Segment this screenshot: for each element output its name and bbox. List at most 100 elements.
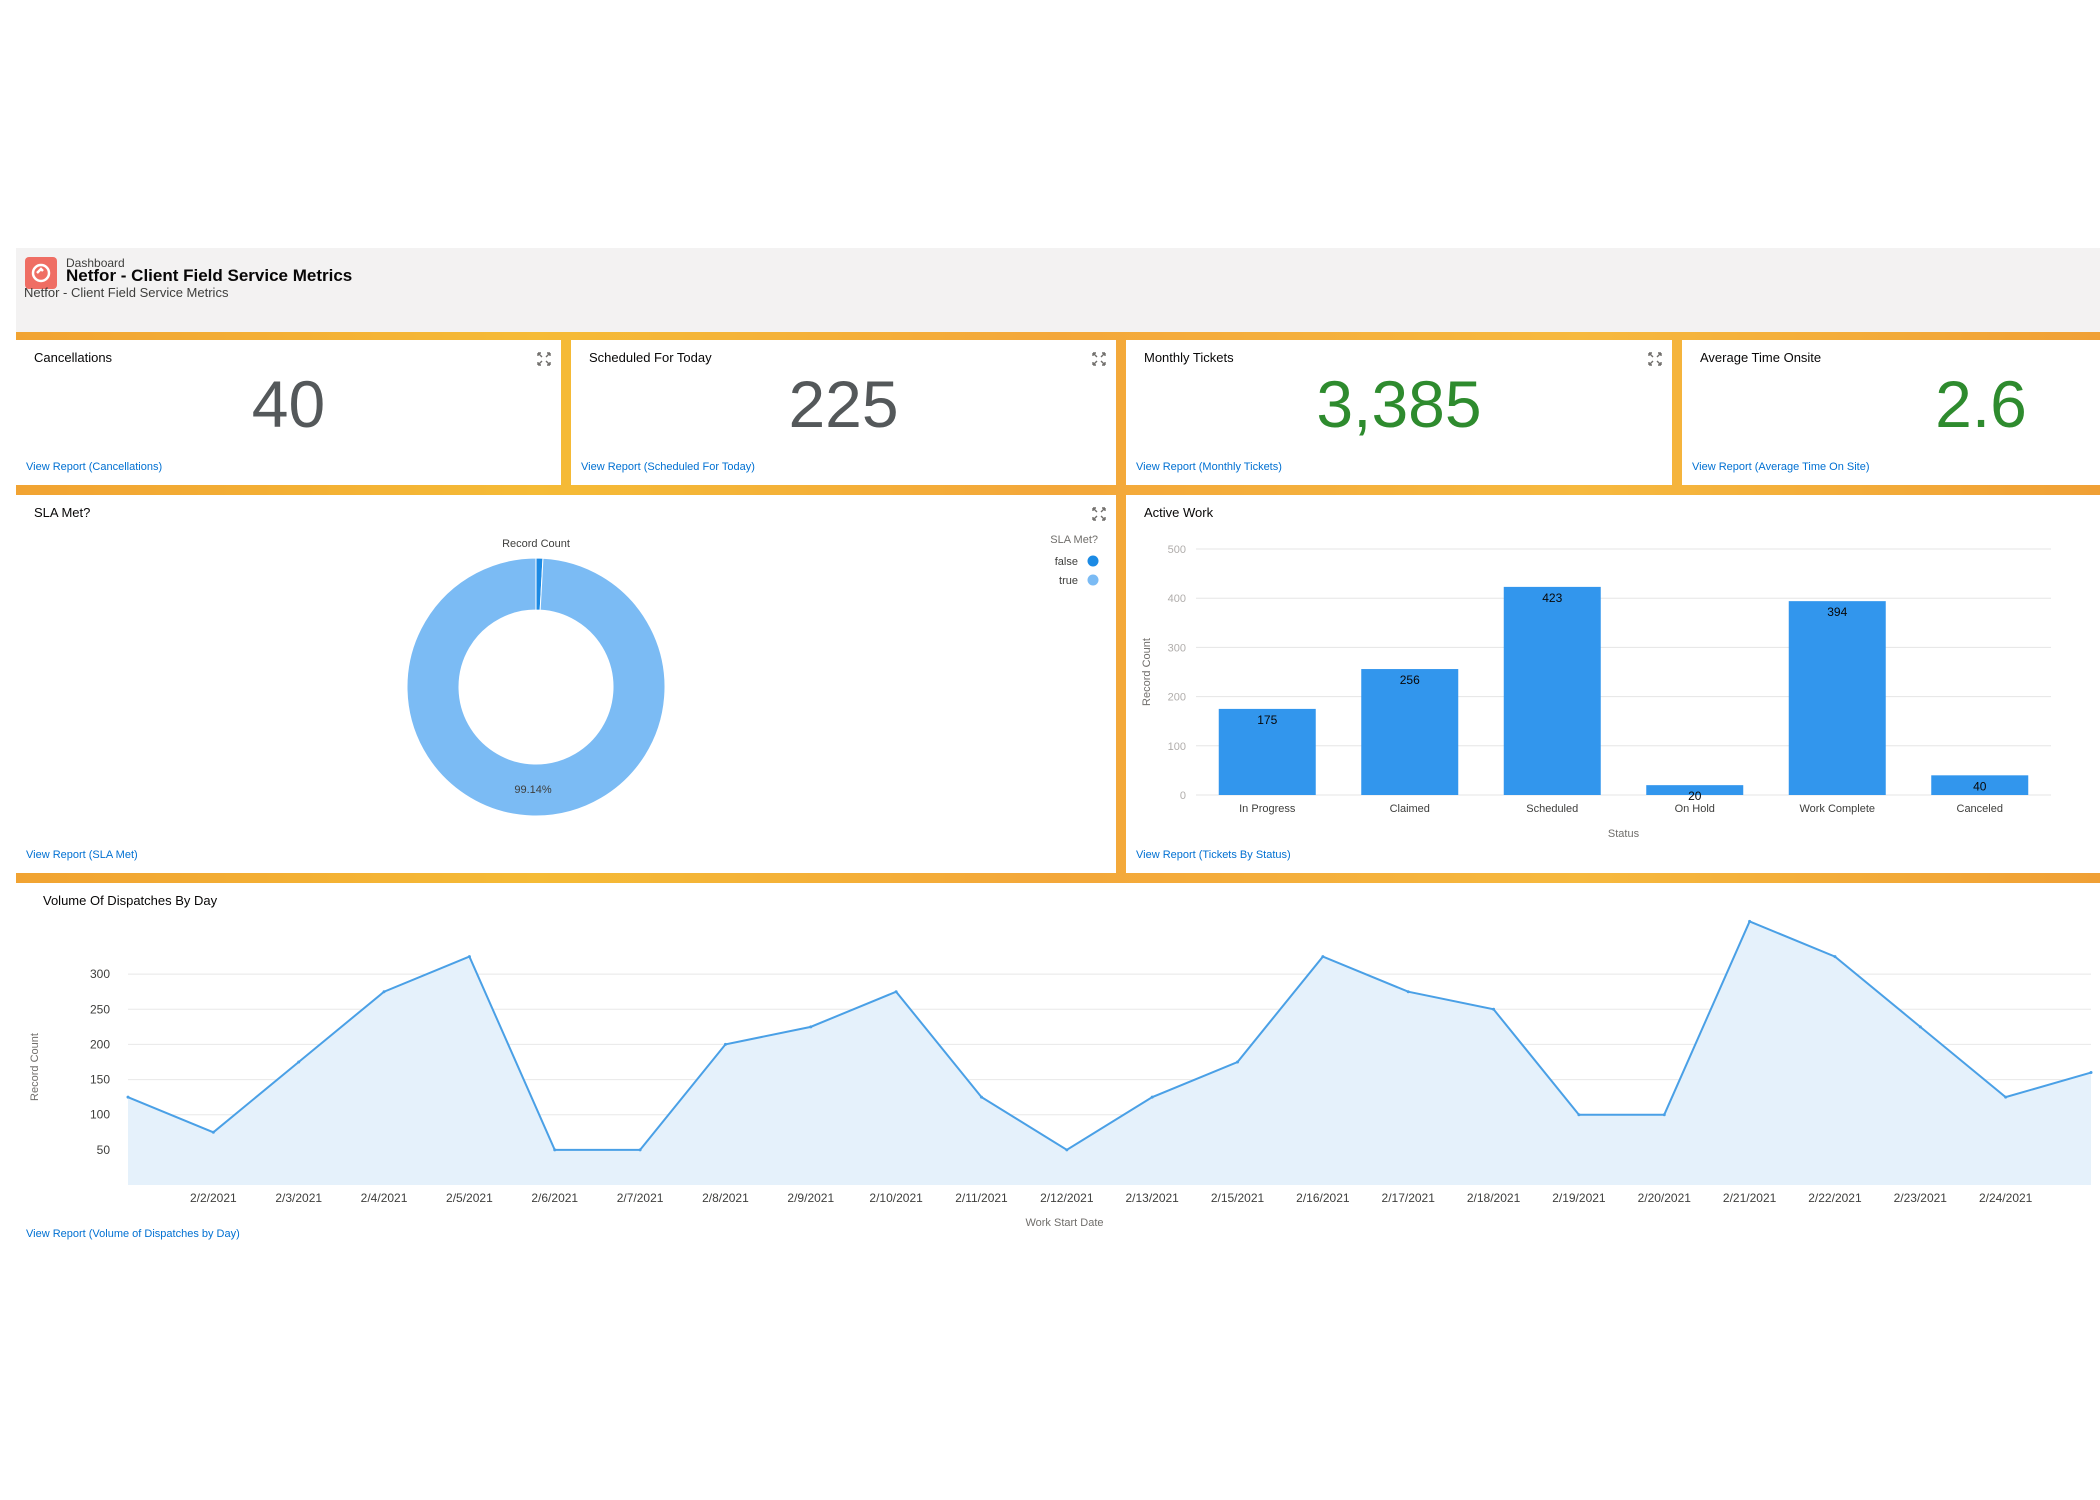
view-report-link[interactable]: View Report (Tickets By Status) [1136,849,1291,861]
y-axis-title: Record Count [1141,638,1153,706]
data-point-2/6/2021 [553,1148,557,1152]
x-tick-label: 2/10/2021 [869,1191,923,1205]
data-point-2/8/2021 [723,1042,727,1046]
active-work-bar-chart: 0 100 200 300 400 500 175 In Progress 256 Claimed… [1141,544,2051,840]
y-tick-label: 100 [1168,741,1186,753]
metric-value: 40 [251,367,326,441]
data-point-2/17/2021 [1406,990,1410,994]
x-tick-label: 2/7/2021 [617,1191,664,1205]
data-point-2/24/2021 [2004,1095,2008,1099]
dashboard-app-icon [25,257,57,289]
bar-value-label: 423 [1542,591,1562,605]
view-report-link[interactable]: View Report (SLA Met) [26,849,138,861]
data-point-2/2/2021 [211,1130,215,1134]
card-title: Active Work [1144,505,1214,520]
x-tick-label: Canceled [1957,803,2003,815]
metric-card-average-time-onsite: Average Time Onsite 2.6 View Report (Ave… [1682,340,2100,485]
breadcrumb: Dashboard [66,256,125,270]
x-tick-label: 2/4/2021 [361,1191,408,1205]
y-tick-label: 200 [90,1037,110,1051]
view-report-link[interactable]: View Report (Volume of Dispatches by Day… [26,1228,240,1240]
view-report-link[interactable]: View Report (Monthly Tickets) [1136,461,1282,473]
metric-value: 2.6 [1935,367,2027,441]
data-point-2/25/2021 [2089,1071,2093,1075]
x-tick-label: 2/15/2021 [1211,1191,1265,1205]
y-tick-label: 500 [1168,544,1186,556]
legend-marker-true [1087,574,1099,586]
data-point-2/13/2021 [1150,1095,1154,1099]
x-tick-label: 2/3/2021 [275,1191,322,1205]
x-axis-title: Work Start Date [1025,1217,1103,1228]
x-tick-label: 2/11/2021 [955,1191,1008,1205]
metric-value: 225 [788,367,899,441]
x-tick-label: 2/13/2021 [1125,1191,1179,1205]
y-tick-label: 50 [97,1143,111,1157]
x-tick-label: Work Complete [1799,803,1875,815]
bar-Canceled [1931,775,2029,795]
x-tick-label: 2/24/2021 [1979,1191,2033,1205]
data-point-2/23/2021 [1918,1025,1922,1029]
bar-Work Complete [1788,601,1886,795]
data-point-2/20/2021 [1662,1113,1666,1117]
data-point-2/4/2021 [382,990,386,994]
metric-title: Average Time Onsite [1700,350,1822,365]
bar-Scheduled [1503,586,1601,795]
x-tick-label: In Progress [1239,803,1296,815]
donut-header-label: Record Count [502,538,570,550]
donut-slice-label: 99.14% [514,784,552,796]
x-tick-label: 2/5/2021 [446,1191,493,1205]
x-tick-label: 2/12/2021 [1040,1191,1094,1205]
area-line [127,920,2092,1152]
x-tick-label: 2/22/2021 [1808,1191,1862,1205]
x-tick-label: 2/18/2021 [1467,1191,1521,1205]
data-point-2/16/2021 [1321,955,1325,959]
donut-slice-true [406,557,666,817]
expand-icon[interactable] [1092,507,1106,521]
y-tick-label: 300 [1168,642,1186,654]
view-report-link[interactable]: View Report (Average Time On Site) [1692,461,1870,473]
x-tick-label: 2/8/2021 [702,1191,749,1205]
y-tick-label: 200 [1168,692,1186,704]
expand-icon[interactable] [537,352,551,366]
volume-area-chart: 50 100 150 200 250 300 2/2/2021 2/3/2021 2/4/202… [29,919,2093,1228]
y-tick-label: 400 [1168,593,1186,605]
bar-In Progress [1218,708,1316,795]
metric-title: Cancellations [34,350,113,365]
y-tick-label: 100 [90,1108,110,1122]
x-tick-label: 2/21/2021 [1723,1191,1777,1205]
dashboard-canvas: Cancellations 40 View Report (Cancellati… [16,332,2100,1252]
x-tick-label: 2/20/2021 [1638,1191,1692,1205]
x-tick-label: 2/6/2021 [531,1191,578,1205]
page-title: Netfor - Client Field Service Metrics [66,266,353,285]
metric-title: Scheduled For Today [589,350,712,365]
x-tick-label: 2/9/2021 [787,1191,834,1205]
bar-value-label: 394 [1827,605,1847,619]
data-point-2/18/2021 [1492,1007,1496,1011]
card-title: SLA Met? [34,505,91,520]
metric-card-cancellations: Cancellations 40 View Report (Cancellati… [16,340,561,485]
view-report-link[interactable]: View Report (Scheduled For Today) [581,461,755,473]
legend-label-false: false [1055,556,1078,568]
dashboard-header: Dashboard Netfor - Client Field Service … [16,248,2100,333]
expand-icon[interactable] [1092,352,1106,366]
metric-card-scheduled-today: Scheduled For Today 225 View Report (Sch… [571,340,1116,485]
x-axis-title: Status [1608,828,1640,840]
bar-value-label: 40 [1973,779,1987,793]
active-work-card: Active Work 0 100 200 300 400 500 175 In Progre… [1126,495,2100,873]
data-point-2/7/2021 [638,1148,642,1152]
data-point-2/22/2021 [1833,955,1837,959]
view-report-link[interactable]: View Report (Cancellations) [26,461,163,473]
sla-met-card: SLA Met? Record Count 99.14% SLA Met? false… [16,495,1116,873]
data-point-2/15/2021 [1236,1060,1240,1064]
metric-title: Monthly Tickets [1144,350,1234,365]
card-title: Volume Of Dispatches By Day [43,893,218,908]
legend-title: SLA Met? [1050,534,1098,546]
x-tick-label: 2/2/2021 [190,1191,237,1205]
y-axis-title: Record Count [29,1033,41,1101]
bar-Claimed [1361,669,1459,795]
data-point-2/3/2021 [297,1060,301,1064]
x-tick-label: 2/19/2021 [1552,1191,1606,1205]
expand-icon[interactable] [1648,352,1662,366]
x-tick-label: 2/17/2021 [1382,1191,1436,1205]
data-point-2/12/2021 [1065,1148,1069,1152]
